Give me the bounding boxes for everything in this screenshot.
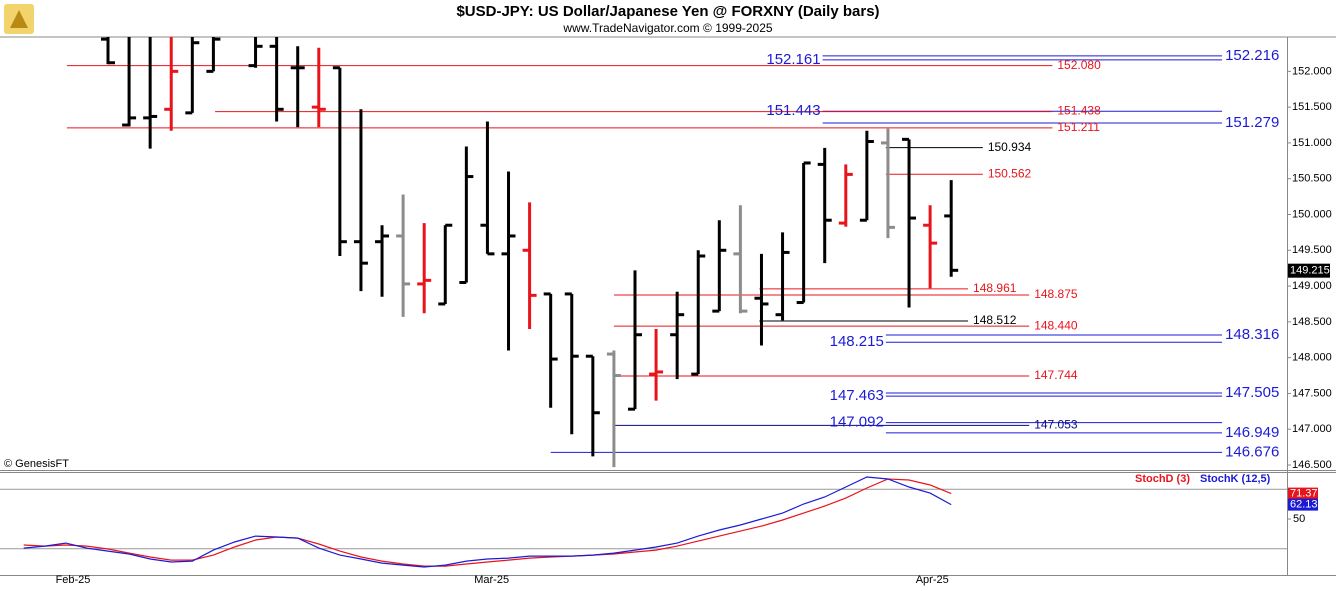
level-label: 147.744: [1034, 368, 1078, 382]
level-label: 148.316: [1225, 326, 1279, 343]
y-tick-label: 152.000: [1292, 65, 1332, 77]
y-tick-label: 150.000: [1292, 208, 1332, 220]
chart-title: $USD-JPY: US Dollar/Japanese Yen @ FORXN…: [456, 3, 879, 20]
level-label: 152.161: [766, 51, 820, 68]
logo: [4, 4, 34, 34]
y-tick-label: 147.000: [1292, 423, 1332, 435]
level-label: 150.562: [988, 166, 1032, 180]
level-label: 146.676: [1225, 443, 1279, 460]
level-label: 146.949: [1225, 424, 1279, 441]
level-label: 151.443: [766, 102, 820, 119]
level-label: 151.438: [1057, 104, 1101, 118]
level-label: 151.211: [1057, 120, 1100, 134]
y-tick-label: 146.500: [1292, 459, 1332, 471]
level-label: 147.092: [830, 414, 884, 431]
stoch-line: [23, 476, 952, 568]
last-value-label: 71.37: [1290, 488, 1318, 500]
level-label: 147.463: [830, 387, 884, 404]
y-tick-label: 150.500: [1292, 173, 1332, 185]
y-tick-label: 149.500: [1292, 244, 1332, 256]
x-tick-label: Feb-25: [56, 574, 91, 586]
level-label: 147.505: [1225, 384, 1279, 401]
level-label: 147.053: [1034, 418, 1078, 432]
chart-subtitle: www.TradeNavigator.com © 1999-2025: [562, 21, 772, 35]
y-tick-label: 151.000: [1292, 137, 1332, 149]
y-tick-label: 50: [1293, 513, 1305, 525]
stoch-line: [23, 478, 952, 567]
y-tick-label: 151.500: [1292, 101, 1332, 113]
y-tick-label: 148.500: [1292, 316, 1332, 328]
level-label: 151.279: [1225, 114, 1279, 131]
copyright: © GenesisFT: [4, 458, 69, 470]
y-tick-label: 147.500: [1292, 387, 1332, 399]
y-tick-label: 149.000: [1292, 280, 1332, 292]
level-label: 148.215: [830, 333, 884, 350]
level-label: 148.440: [1034, 318, 1078, 332]
last-value-label: 62.13: [1290, 499, 1318, 511]
legend-entry: StochK (12,5): [1200, 473, 1271, 485]
level-label: 150.934: [988, 140, 1032, 154]
last-value-box: [1288, 498, 1318, 511]
last-price-label: 149.215: [1290, 265, 1330, 277]
level-label: 148.512: [973, 313, 1017, 327]
level-label: 152.080: [1057, 58, 1101, 72]
last-price-box: [1288, 263, 1330, 278]
last-value-box: [1288, 487, 1318, 500]
x-tick-label: Apr-25: [916, 574, 949, 586]
level-label: 148.875: [1034, 287, 1078, 301]
level-label: 148.961: [973, 281, 1017, 295]
legend-entry: StochD (3): [1135, 473, 1190, 485]
level-label: 152.216: [1225, 47, 1279, 64]
plot-area: [66, 37, 1223, 468]
x-tick-label: Mar-25: [474, 574, 509, 586]
y-tick-label: 148.000: [1292, 352, 1332, 364]
